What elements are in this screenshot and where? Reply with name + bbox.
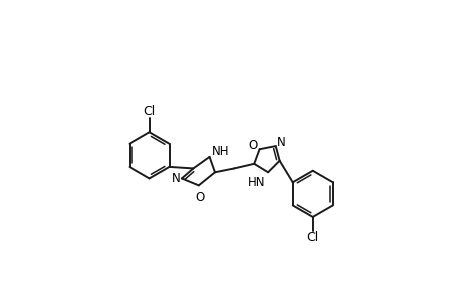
Text: N: N	[171, 172, 180, 185]
Text: N: N	[277, 136, 285, 149]
Text: Cl: Cl	[143, 105, 155, 118]
Text: O: O	[248, 139, 257, 152]
Text: Cl: Cl	[306, 231, 318, 244]
Text: O: O	[195, 191, 204, 204]
Text: NH: NH	[212, 145, 229, 158]
Text: HN: HN	[248, 176, 265, 189]
